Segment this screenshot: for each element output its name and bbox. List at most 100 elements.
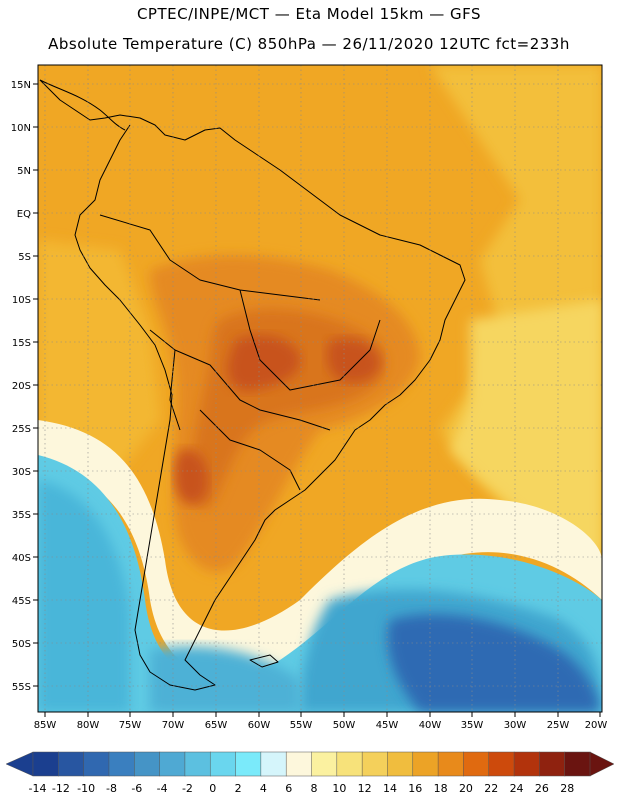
south-america-coast xyxy=(39,79,466,691)
legend-swatch xyxy=(134,751,161,777)
field-hottest-core-3 xyxy=(174,449,209,505)
chart-title-line1: CPTEC/INPE/MCT — Eta Model 15km — GFS xyxy=(136,5,482,23)
legend-label: 10 xyxy=(332,782,346,795)
border-north xyxy=(99,214,321,301)
legend-arrow-low xyxy=(5,751,34,777)
temperature-map: 15N 10N 5N EQ 5S 10S 15S 20S 25S 30S 35S… xyxy=(11,64,608,731)
border-south xyxy=(199,409,301,491)
legend-swatch xyxy=(83,751,110,777)
lat-label: 50S xyxy=(12,639,31,650)
legend-label: -14 xyxy=(29,782,47,795)
legend-swatch xyxy=(108,751,135,777)
field-east-yellow xyxy=(450,300,602,560)
legend-swatch xyxy=(285,751,313,777)
lat-label: 25S xyxy=(12,424,31,435)
lat-label: 30S xyxy=(12,467,31,478)
field-hottest-core-1 xyxy=(227,335,301,391)
legend-swatch xyxy=(488,751,515,777)
legend-label: 18 xyxy=(434,782,448,795)
map-frame xyxy=(37,64,603,713)
legend-label: 26 xyxy=(535,782,549,795)
lat-label: 35S xyxy=(12,510,31,521)
lon-label: 70W xyxy=(162,720,185,731)
axis-ticks xyxy=(33,83,601,717)
legend-swatch xyxy=(58,751,85,777)
legend-swatch xyxy=(311,751,338,777)
field-west-warm xyxy=(38,240,160,470)
lon-label: 55W xyxy=(290,720,313,731)
lat-label: 10N xyxy=(11,123,31,134)
lon-label: 35W xyxy=(461,720,484,731)
lat-label: 5S xyxy=(18,252,31,263)
legend-swatch xyxy=(387,751,414,777)
falkland-islands xyxy=(249,654,279,668)
lon-label: 85W xyxy=(34,720,57,731)
lat-label: 5N xyxy=(17,166,31,177)
legend-label: 20 xyxy=(459,782,473,795)
legend-swatch xyxy=(513,751,540,777)
legend-label: 12 xyxy=(358,782,372,795)
field-hottest-core-2 xyxy=(326,338,381,383)
lon-label: 20W xyxy=(585,720,608,731)
legend-swatch xyxy=(412,751,439,777)
legend-swatch xyxy=(260,751,287,777)
lon-label: 30W xyxy=(504,720,527,731)
lon-label: 50W xyxy=(333,720,356,731)
legend-swatch xyxy=(159,751,186,777)
field-cream-band xyxy=(38,420,602,677)
legend-label: 24 xyxy=(510,782,524,795)
legend-swatch xyxy=(235,751,262,777)
legend-label: -2 xyxy=(182,782,193,795)
chart-title-line2: Absolute Temperature (C) 850hPa — 26/11/… xyxy=(48,35,570,53)
legend-swatch xyxy=(564,751,591,777)
field-cold-pacific xyxy=(38,480,130,712)
lat-label: 15S xyxy=(12,338,31,349)
legend-label: 16 xyxy=(408,782,422,795)
coastlines xyxy=(39,79,466,691)
legend-label: 0 xyxy=(209,782,216,795)
lon-label: 45W xyxy=(376,720,399,731)
legend-swatch xyxy=(463,751,490,777)
legend-label: 28 xyxy=(560,782,574,795)
lat-label: 15N xyxy=(11,80,31,91)
legend-label: -4 xyxy=(157,782,168,795)
longitude-labels: 85W 80W 75W 70W 65W 60W 55W 50W 45W 40W … xyxy=(34,720,608,731)
legend-swatch xyxy=(184,751,211,777)
lat-label: EQ xyxy=(17,209,31,220)
lat-label: 45S xyxy=(12,596,31,607)
legend-label: -8 xyxy=(106,782,117,795)
color-legend: -14 -12 -10 -8 -6 -4 -2 0 2 4 6 8 10 12 14 16 18 20 22 24 26… xyxy=(5,751,615,795)
lon-label: 40W xyxy=(419,720,442,731)
legend-swatch xyxy=(539,751,566,777)
legend-swatches xyxy=(5,751,615,777)
lat-label: 55S xyxy=(12,682,31,693)
lat-label: 10S xyxy=(12,295,31,306)
latitude-labels: 15N 10N 5N EQ 5S 10S 15S 20S 25S 30S 35S… xyxy=(11,80,31,693)
legend-label: -6 xyxy=(131,782,142,795)
legend-label: -10 xyxy=(77,782,95,795)
legend-label: 2 xyxy=(235,782,242,795)
legend-label: -12 xyxy=(52,782,70,795)
legend-label: 8 xyxy=(311,782,318,795)
map-field xyxy=(38,65,602,712)
legend-labels: -14 -12 -10 -8 -6 -4 -2 0 2 4 6 8 10 12 14 16 18 20 22 24 26… xyxy=(29,782,575,795)
legend-swatch xyxy=(32,751,59,777)
lon-label: 65W xyxy=(205,720,228,731)
legend-swatch xyxy=(437,751,464,777)
legend-label: 6 xyxy=(285,782,292,795)
lon-label: 75W xyxy=(119,720,142,731)
legend-swatch xyxy=(336,751,363,777)
lat-label: 20S xyxy=(12,381,31,392)
lon-label: 80W xyxy=(77,720,100,731)
lon-label: 60W xyxy=(248,720,271,731)
legend-label: 4 xyxy=(260,782,267,795)
legend-arrow-high xyxy=(589,751,615,777)
lon-label: 25W xyxy=(547,720,570,731)
field-coldest-core xyxy=(387,614,600,712)
legend-swatch xyxy=(209,751,237,777)
legend-label: 22 xyxy=(484,782,498,795)
border-andes xyxy=(149,329,181,431)
central-america-coast xyxy=(39,79,126,131)
border-brazil-states xyxy=(239,289,381,391)
lat-label: 40S xyxy=(12,553,31,564)
